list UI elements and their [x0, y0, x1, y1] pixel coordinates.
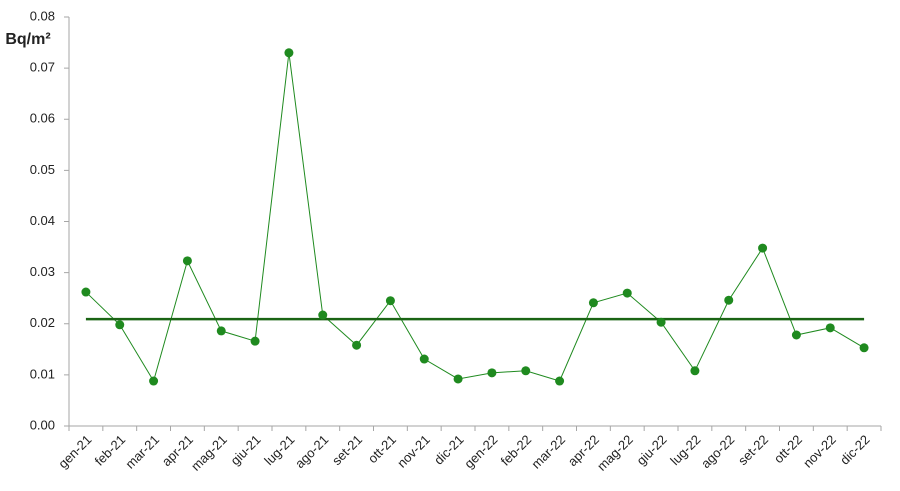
- data-point: [521, 366, 531, 376]
- x-tick-label: feb-21: [92, 432, 129, 469]
- x-tick-label: set-21: [329, 432, 365, 468]
- data-point: [115, 320, 125, 330]
- x-tick-label: nov-21: [394, 432, 433, 471]
- data-point: [791, 330, 801, 340]
- y-tick-label: 0.00: [30, 417, 55, 432]
- x-tick-label: dic-21: [431, 432, 467, 468]
- x-tick-label: nov-22: [800, 432, 839, 471]
- data-point: [859, 343, 869, 353]
- data-point: [352, 340, 362, 350]
- y-tick-label: 0.04: [30, 213, 55, 228]
- x-tick-label: lug-21: [261, 432, 297, 468]
- data-point: [182, 256, 192, 266]
- y-axis-label: Bq/m²: [5, 31, 50, 48]
- data-point: [487, 368, 497, 378]
- data-point: [555, 376, 565, 386]
- x-tick-label: feb-22: [498, 432, 535, 469]
- data-point: [419, 354, 429, 364]
- data-point: [250, 336, 260, 346]
- x-tick-label: giu-22: [633, 432, 669, 468]
- x-tick-label: mar-22: [528, 432, 568, 472]
- x-tick-label: ago-22: [698, 432, 737, 471]
- x-tick-label: mar-21: [122, 432, 162, 472]
- x-tick-label: lug-22: [667, 432, 703, 468]
- y-tick-label: 0.06: [30, 111, 55, 126]
- x-tick-label: gen-22: [461, 432, 500, 471]
- y-tick-label: 0.03: [30, 264, 55, 279]
- data-point: [284, 48, 294, 58]
- x-tick-label: dic-22: [837, 432, 873, 468]
- x-tick-label: ago-21: [292, 432, 331, 471]
- data-line: [85, 52, 865, 383]
- data-point: [656, 317, 666, 327]
- data-point: [690, 366, 700, 376]
- x-tick-label: mag-21: [188, 432, 230, 474]
- data-point: [453, 374, 463, 384]
- data-point: [724, 295, 734, 305]
- y-tick-label: 0.07: [30, 60, 55, 75]
- data-point: [318, 310, 328, 320]
- data-point: [216, 326, 226, 336]
- data-point: [588, 298, 598, 308]
- data-point: [825, 323, 835, 333]
- data-point: [385, 296, 395, 306]
- data-point: [149, 376, 159, 386]
- x-tick-label: mag-22: [594, 432, 636, 474]
- x-tick-label: set-22: [735, 432, 771, 468]
- x-tick-label: giu-21: [227, 432, 263, 468]
- data-point: [758, 243, 768, 253]
- y-tick-label: 0.02: [30, 315, 55, 330]
- y-tick-label: 0.01: [30, 366, 55, 381]
- y-tick-label: 0.08: [30, 8, 55, 23]
- x-tick-label: gen-21: [55, 432, 94, 471]
- data-point: [622, 288, 632, 298]
- data-point: [81, 287, 91, 297]
- y-tick-label: 0.05: [30, 162, 55, 177]
